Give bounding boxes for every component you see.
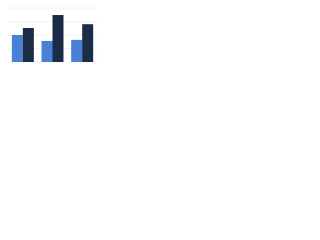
bar xyxy=(82,24,94,62)
bar xyxy=(52,15,64,62)
bar xyxy=(11,35,23,62)
bar xyxy=(22,27,34,62)
bar xyxy=(71,39,83,62)
page: {"chart_data": {"type": "bar", "categori… xyxy=(0,0,100,71)
chart xyxy=(8,7,97,63)
bar xyxy=(41,40,53,62)
